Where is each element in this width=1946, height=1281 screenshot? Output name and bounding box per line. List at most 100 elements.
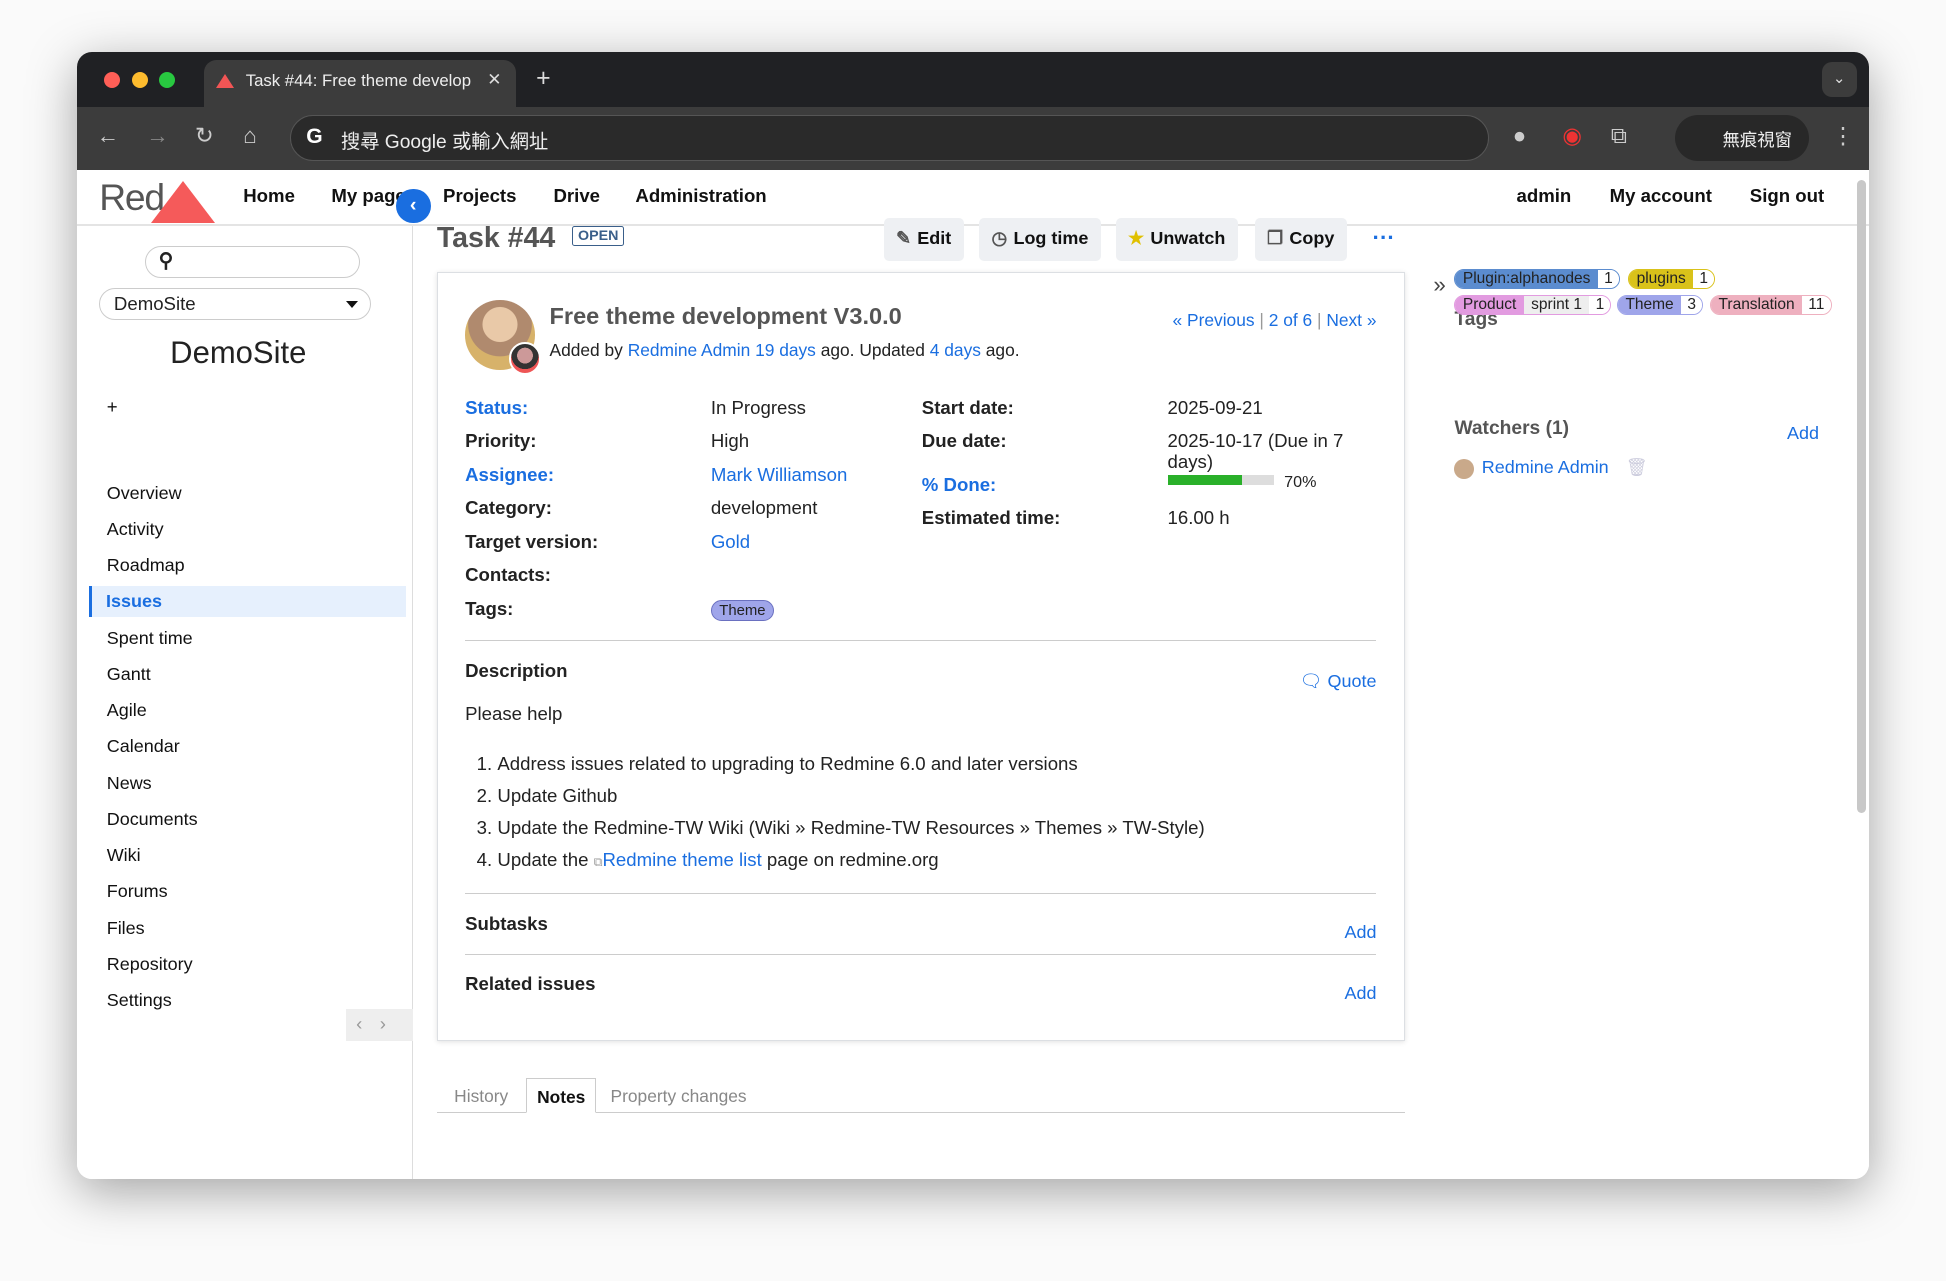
due-date-label: Due date: (921, 430, 1007, 452)
tag-cloud-item[interactable]: Theme 3 (1617, 295, 1704, 316)
updated-text: ago. Updated (820, 339, 925, 360)
toggle-sidebar-icon[interactable]: » (1433, 271, 1446, 297)
extension-icon[interactable]: ● (1512, 122, 1527, 148)
tab-history[interactable]: History (454, 1085, 509, 1106)
watcher-link[interactable]: Redmine Admin (1481, 456, 1609, 477)
home-icon[interactable]: ⌂ (243, 122, 257, 148)
trash-icon[interactable]: 🗑 (1625, 456, 1648, 477)
sidebar-scroll-buttons[interactable]: ‹› (346, 1008, 414, 1042)
add-related-issue-link[interactable]: Add (1344, 982, 1377, 1003)
tag-theme[interactable]: Theme (710, 600, 774, 621)
incognito-indicator[interactable]: 無痕視窗 (1675, 115, 1810, 162)
new-tab-button[interactable]: + (536, 64, 551, 92)
project-title: DemoSite (170, 335, 307, 371)
sidebar-item-gantt[interactable]: Gantt (106, 663, 151, 684)
tag-name: Product (1455, 296, 1524, 315)
sidebar: ⚲ DemoSite DemoSite + Overview Activity Ro… (77, 225, 414, 1179)
sidebar-item-settings[interactable]: Settings (106, 990, 172, 1011)
description-item: Update Github (497, 783, 1204, 809)
previous-link[interactable]: « Previous (1172, 309, 1255, 330)
back-icon[interactable]: ← (96, 122, 120, 148)
description-list: Address issues related to upgrading to R… (497, 751, 1204, 882)
sidebar-item-calendar[interactable]: Calendar (106, 736, 180, 757)
extensions-puzzle-icon[interactable]: ⧉ (1610, 122, 1627, 148)
sidebar-item-wiki[interactable]: Wiki (106, 845, 141, 866)
page-scrollbar[interactable] (1856, 179, 1867, 813)
issue-subject: Free theme development V3.0.0 (549, 302, 902, 329)
tab-notes[interactable]: Notes (526, 1078, 597, 1114)
sidebar-item-activity[interactable]: Activity (106, 518, 164, 539)
quote-button[interactable]: 🗨 Quote (1300, 671, 1377, 692)
copy-button[interactable]: ❐ Copy (1254, 218, 1347, 261)
maximize-window-button[interactable] (158, 71, 175, 89)
tag-name: Plugin:alphanodes (1455, 270, 1598, 289)
updated-ago-link[interactable]: 4 days (929, 339, 981, 360)
tag-cloud-item[interactable]: Translation 11 (1710, 295, 1832, 316)
nav-administration[interactable]: Administration (635, 184, 767, 206)
sidebar-item-news[interactable]: News (106, 772, 152, 793)
reload-icon[interactable]: ↻ (194, 122, 214, 148)
edit-button[interactable]: ✎ Edit (883, 218, 964, 261)
record-icon[interactable]: ◉ (1562, 122, 1582, 148)
close-window-button[interactable] (104, 71, 121, 89)
sidebar-item-roadmap[interactable]: Roadmap (106, 555, 185, 576)
external-link-icon: ⧉ (593, 855, 603, 870)
redmine-logo[interactable]: Red (99, 176, 216, 224)
tag-sub: sprint 1 (1523, 296, 1590, 315)
sidebar-item-overview[interactable]: Overview (106, 482, 182, 503)
more-actions-button[interactable]: ··· (1372, 224, 1395, 250)
target-version-link[interactable]: Gold (710, 530, 751, 552)
browser-menu-icon[interactable]: ⋮ (1831, 122, 1855, 148)
nav-drive[interactable]: Drive (553, 184, 601, 206)
browser-tab[interactable]: Task #44: Free theme develop ✕ (203, 59, 517, 107)
redmine-favicon-icon (215, 74, 234, 89)
sidebar-item-issues[interactable]: Issues (89, 586, 406, 618)
browser-window: Task #44: Free theme develop ✕ + ⌄ ← → ↻ … (76, 52, 1869, 1179)
author-link[interactable]: Redmine Admin (627, 339, 751, 360)
sidebar-item-agile[interactable]: Agile (106, 700, 147, 721)
project-select-value: DemoSite (113, 292, 196, 314)
unwatch-button[interactable]: ★ Unwatch (1115, 218, 1238, 261)
minimize-window-button[interactable] (131, 71, 148, 89)
search-input[interactable]: ⚲ (145, 245, 360, 278)
nav-admin-user[interactable]: admin (1516, 184, 1572, 206)
next-link[interactable]: Next » (1326, 309, 1377, 330)
log-time-button[interactable]: ◷ Log time (979, 218, 1101, 261)
project-select[interactable]: DemoSite (99, 287, 372, 321)
sidebar-item-spent-time[interactable]: Spent time (106, 627, 193, 648)
tab-search-button[interactable]: ⌄ (1821, 62, 1857, 97)
nav-my-page[interactable]: My page (331, 184, 406, 206)
nav-sign-out[interactable]: Sign out (1749, 184, 1825, 206)
edit-label: Edit (917, 228, 952, 249)
status-label[interactable]: Status: (465, 396, 529, 418)
chevron-down-icon (345, 301, 358, 308)
copy-label: Copy (1289, 228, 1335, 249)
add-watcher-link[interactable]: Add (1787, 423, 1820, 444)
redmine-theme-list-link[interactable]: Redmine theme list (602, 849, 762, 871)
sidebar-item-forums[interactable]: Forums (106, 881, 168, 902)
assignee-link[interactable]: Mark Williamson (710, 463, 848, 485)
tag-cloud-item[interactable]: Plugin:alphanodes 1 (1454, 269, 1620, 290)
item-text: page on redmine.org (766, 849, 939, 871)
tag-cloud-item[interactable]: plugins 1 (1628, 269, 1716, 290)
nav-my-account[interactable]: My account (1609, 184, 1712, 206)
done-label[interactable]: % Done: (921, 473, 997, 495)
sidebar-item-documents[interactable]: Documents (106, 808, 198, 829)
tab-property-changes[interactable]: Property changes (610, 1085, 747, 1106)
nav-projects[interactable]: Projects (443, 184, 517, 206)
sidebar-item-repository[interactable]: Repository (106, 953, 193, 974)
add-subtask-link[interactable]: Add (1344, 921, 1377, 942)
created-ago-link[interactable]: 19 days (755, 339, 816, 360)
assignee-label[interactable]: Assignee: (465, 463, 555, 485)
close-tab-icon[interactable]: ✕ (487, 70, 502, 90)
history-tabs: History Notes Property changes (436, 1078, 1405, 1114)
new-object-button[interactable]: + (106, 395, 118, 417)
nav-home[interactable]: Home (243, 184, 295, 206)
sidebar-item-files[interactable]: Files (106, 917, 145, 938)
forward-icon[interactable]: → (146, 122, 169, 148)
copy-icon: ❐ (1267, 228, 1284, 249)
collapse-sidebar-button[interactable]: ‹ (395, 188, 431, 224)
address-bar[interactable]: G 搜尋 Google 或輸入網址 (290, 115, 1490, 162)
position-link[interactable]: 2 of 6 (1268, 309, 1313, 330)
